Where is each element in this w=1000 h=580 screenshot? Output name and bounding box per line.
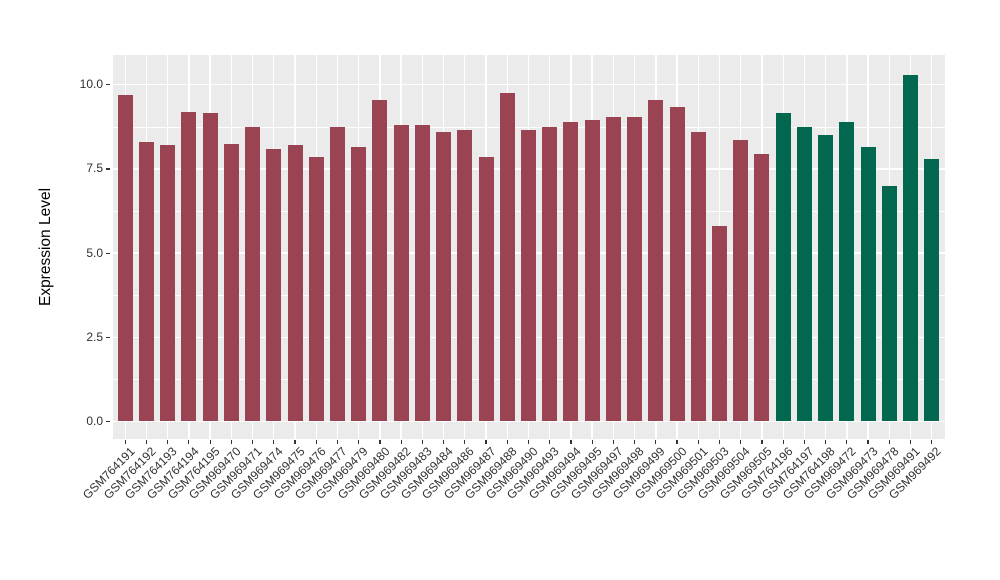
x-tick-mark — [931, 440, 933, 444]
bar-GSM969479 — [351, 147, 367, 422]
bar-GSM969478 — [881, 185, 897, 422]
x-tick-mark — [124, 440, 126, 444]
x-tick-mark — [634, 440, 636, 444]
bar-GSM969501 — [690, 131, 706, 422]
x-tick-mark — [188, 440, 190, 444]
bar-GSM969477 — [329, 126, 345, 422]
x-tick-mark — [612, 440, 614, 444]
bar-GSM764198 — [818, 135, 834, 422]
bar-GSM969494 — [563, 121, 579, 422]
bar-GSM969484 — [436, 131, 452, 422]
x-tick-mark — [485, 440, 487, 444]
x-tick-mark — [655, 440, 657, 444]
y-tick-mark — [105, 168, 110, 170]
bar-GSM969491 — [903, 74, 919, 422]
x-tick-mark — [846, 440, 848, 444]
x-tick-mark — [358, 440, 360, 444]
x-tick-mark — [718, 440, 721, 444]
bar-GSM969483 — [414, 125, 430, 422]
bar-GSM764197 — [796, 126, 812, 422]
bar-GSM969480 — [372, 99, 388, 422]
x-tick-mark — [251, 440, 254, 444]
bar-GSM969476 — [308, 157, 324, 422]
y-tick-label: 2.5 — [86, 329, 103, 344]
x-tick-mark — [273, 440, 275, 444]
x-tick-mark — [209, 440, 211, 444]
x-tick-mark — [421, 440, 423, 444]
y-tick-label: 10.0 — [79, 77, 103, 92]
x-tick-mark — [782, 440, 784, 444]
bar-GSM969471 — [245, 126, 261, 422]
x-tick-mark — [336, 440, 339, 444]
bar-GSM764196 — [775, 113, 791, 422]
x-tick-mark — [740, 440, 742, 444]
bar-GSM969492 — [924, 158, 940, 422]
x-tick-mark — [591, 440, 593, 444]
x-tick-mark — [570, 440, 572, 444]
y-tick-label: 0.0 — [86, 413, 103, 428]
x-tick-mark — [315, 440, 317, 444]
bar-GSM969470 — [223, 143, 239, 422]
bar-GSM764191 — [117, 94, 133, 422]
y-tick-mark — [105, 336, 110, 338]
bar-GSM969490 — [521, 130, 536, 422]
bar-GSM969503 — [712, 226, 728, 422]
bar-GSM764195 — [202, 113, 218, 422]
bar-GSM969497 — [605, 116, 621, 422]
bar-GSM969505 — [754, 153, 770, 422]
x-tick-mark — [761, 440, 763, 444]
bar-GSM969488 — [499, 93, 515, 422]
x-tick-mark — [443, 440, 445, 444]
bar-GSM969495 — [584, 120, 600, 422]
x-tick-mark — [867, 440, 869, 444]
x-tick-mark — [527, 440, 530, 444]
x-tick-mark — [230, 440, 232, 444]
x-tick-mark — [167, 440, 169, 444]
x-tick-mark — [909, 440, 912, 444]
x-tick-mark — [400, 440, 402, 444]
y-tick-label: 5.0 — [86, 245, 103, 260]
bar-GSM764194 — [181, 111, 197, 422]
bar-GSM969472 — [839, 121, 855, 422]
bar-GSM969486 — [457, 130, 473, 422]
bar-GSM969475 — [287, 145, 303, 422]
x-tick-mark — [145, 440, 148, 444]
bar-GSM764193 — [160, 145, 176, 422]
plot-panel — [112, 55, 945, 439]
y-tick-label: 7.5 — [86, 161, 103, 176]
x-tick-mark — [803, 440, 805, 444]
x-tick-mark — [676, 440, 678, 444]
bar-GSM969499 — [648, 99, 664, 422]
bar-GSM969474 — [266, 148, 282, 422]
x-tick-mark — [549, 440, 551, 444]
bar-GSM764192 — [138, 142, 154, 422]
x-tick-mark — [697, 440, 699, 444]
bar-GSM969487 — [478, 157, 494, 422]
x-tick-mark — [825, 440, 827, 444]
x-tick-mark — [379, 440, 381, 444]
x-tick-mark — [294, 440, 296, 444]
bar-GSM969500 — [669, 106, 685, 422]
bar-GSM969493 — [542, 126, 558, 422]
y-tick-mark — [105, 84, 110, 86]
x-tick-mark — [464, 440, 466, 444]
bar-GSM969504 — [733, 140, 749, 422]
y-tick-mark — [105, 420, 110, 422]
y-tick-mark — [105, 252, 110, 254]
bar-GSM969473 — [860, 147, 876, 422]
x-tick-mark — [888, 440, 890, 444]
bar-GSM969498 — [627, 116, 643, 422]
x-tick-mark — [506, 440, 508, 444]
bar-GSM969482 — [393, 125, 409, 422]
